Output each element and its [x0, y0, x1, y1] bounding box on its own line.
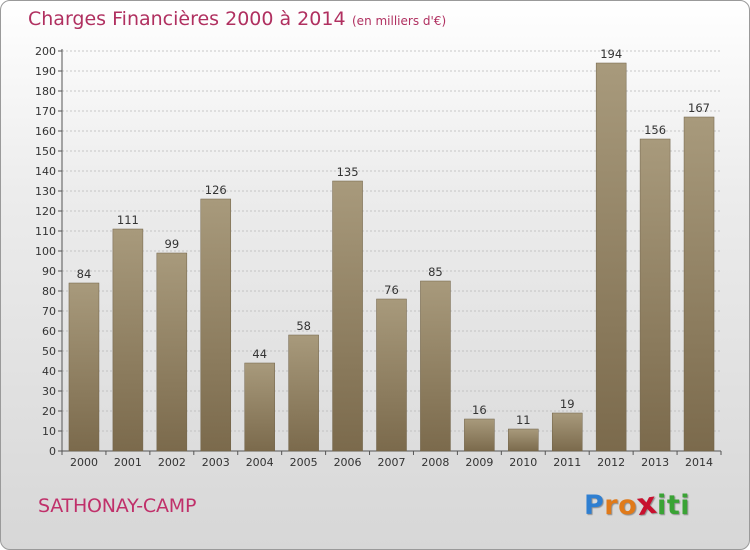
x-tick-label: 2009	[465, 456, 493, 469]
x-tick-label: 2000	[70, 456, 98, 469]
y-tick-label: 140	[35, 165, 56, 178]
y-tick-label: 190	[35, 65, 56, 78]
x-tick-label: 2013	[641, 456, 669, 469]
value-label-2008: 85	[428, 265, 443, 279]
logo-letter: o	[618, 490, 638, 521]
x-tick-label: 2011	[553, 456, 581, 469]
y-tick-label: 160	[35, 125, 56, 138]
bar-2008	[420, 280, 451, 452]
y-tick-label: 40	[42, 365, 56, 378]
bar-2006	[332, 180, 363, 452]
value-label-2000: 84	[77, 267, 92, 281]
value-label-2002: 99	[165, 237, 180, 251]
logo-letter: i	[657, 490, 667, 521]
y-tick-label: 150	[35, 145, 56, 158]
value-label-2011: 19	[560, 397, 575, 411]
bar-2004	[244, 362, 275, 452]
value-label-2001: 111	[117, 213, 139, 227]
bar-2012	[595, 62, 627, 452]
x-tick-label: 2008	[421, 456, 449, 469]
value-label-2006: 135	[337, 165, 359, 179]
bar-2010	[508, 428, 539, 452]
logo-letter: t	[666, 490, 681, 521]
bar-2001	[112, 228, 144, 452]
bar-2007	[376, 298, 407, 452]
y-tick-label: 60	[42, 325, 56, 338]
y-tick-label: 120	[35, 205, 56, 218]
bar-2014	[683, 116, 715, 452]
bar-2011	[551, 412, 583, 452]
y-tick-label: 170	[35, 105, 56, 118]
y-tick-label: 20	[42, 405, 56, 418]
bar-2009	[464, 418, 495, 452]
y-tick-label: 180	[35, 85, 56, 98]
y-tick-label: 70	[42, 305, 56, 318]
value-label-2012: 194	[600, 47, 622, 61]
y-tick-label: 80	[42, 285, 56, 298]
value-label-2007: 76	[384, 283, 399, 297]
x-tick-label: 2001	[114, 456, 142, 469]
value-label-2010: 11	[516, 413, 531, 427]
x-tick-label: 2012	[597, 456, 625, 469]
bar-2003	[200, 198, 232, 452]
x-tick-label: 2002	[158, 456, 186, 469]
value-label-2013: 156	[644, 123, 666, 137]
x-tick-label: 2005	[290, 456, 318, 469]
x-tick-label: 2004	[246, 456, 274, 469]
y-tick-label: 90	[42, 265, 56, 278]
logo-letter: i	[680, 490, 690, 521]
y-tick-label: 200	[35, 45, 56, 58]
y-tick-label: 50	[42, 345, 56, 358]
y-tick-label: 100	[35, 245, 56, 258]
x-tick-label: 2003	[202, 456, 230, 469]
value-label-2005: 58	[296, 319, 311, 333]
y-tick-label: 110	[35, 225, 56, 238]
x-tick-label: 2006	[334, 456, 362, 469]
bar-2002	[156, 252, 188, 452]
bar-2005	[288, 334, 319, 452]
y-tick-label: 10	[42, 425, 56, 438]
y-axis-ticks: 0 10 20 30 40 50 60 70 80 90 100 110 120 130 140 150 160…	[35, 45, 62, 458]
y-tick-label: 30	[42, 385, 56, 398]
commune-name: SATHONAY-CAMP	[38, 495, 197, 517]
x-tick-label: 2010	[509, 456, 537, 469]
logo-letter: x	[634, 485, 660, 524]
proxiti-logo: Proxiti	[584, 485, 690, 524]
value-label-2004: 44	[252, 347, 267, 361]
bar-2013	[639, 138, 671, 452]
logo-letter: P	[584, 490, 605, 521]
logo-letter: r	[604, 490, 619, 521]
chart-title: Charges Financières 2000 à 2014	[28, 8, 346, 30]
value-label-2014: 167	[688, 101, 710, 115]
bars	[68, 62, 715, 452]
y-tick-label: 130	[35, 185, 56, 198]
value-labels: 84 111 99 126 44 58 135 76 85 16 11 19 194 156 167	[77, 47, 710, 427]
bar-2000	[68, 282, 100, 452]
y-tick-label: 0	[49, 445, 56, 458]
x-tick-label: 2007	[378, 456, 406, 469]
value-label-2003: 126	[205, 183, 227, 197]
value-label-2009: 16	[472, 403, 487, 417]
x-tick-label: 2014	[685, 456, 713, 469]
x-axis-ticks: 2000 2001 2002 2003 2004 2005 2006 2007 2008 2009…	[61, 451, 722, 469]
chart-subtitle: (en milliers d'€)	[352, 14, 447, 28]
